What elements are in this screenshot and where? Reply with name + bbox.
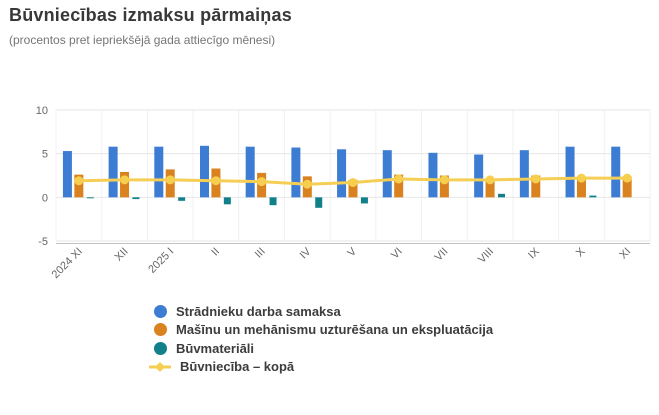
total-line-marker-10[interactable]	[531, 174, 541, 184]
x-axis-label: IV	[298, 245, 314, 261]
legend-label: Mašīnu un mehānismu uzturēšana un eksplu…	[176, 322, 494, 338]
bar-machinery-8[interactable]	[439, 175, 449, 198]
total-line-marker-6[interactable]	[348, 177, 358, 187]
bar-machinery-11[interactable]	[576, 178, 586, 198]
x-axis-label: X	[574, 245, 588, 259]
y-axis-label: -5	[38, 236, 48, 248]
bar-labour-7[interactable]	[382, 150, 392, 198]
bar-materials-1[interactable]	[132, 197, 140, 200]
total-line-marker-5[interactable]	[302, 179, 312, 189]
legend-item-0[interactable]: Strādnieku darba samaksa	[154, 302, 493, 321]
x-axis-label: 2025 I	[146, 246, 176, 276]
bar-labour-2[interactable]	[154, 146, 164, 198]
total-line-marker-8[interactable]	[439, 175, 449, 185]
y-axis-label: 5	[42, 149, 48, 161]
x-axis-label: III	[253, 246, 268, 261]
bar-machinery-6[interactable]	[348, 179, 358, 198]
total-line-marker-12[interactable]	[622, 173, 632, 183]
x-axis-label: 2024 XI	[50, 246, 85, 281]
y-axis-label: 0	[42, 192, 48, 204]
bar-materials-0[interactable]	[86, 197, 94, 199]
y-axis-label: 10	[36, 105, 48, 117]
x-axis-label: V	[345, 245, 359, 259]
bar-materials-9[interactable]	[498, 193, 505, 198]
bar-labour-5[interactable]	[291, 147, 301, 198]
legend-label: Būvmateriāli	[176, 340, 255, 356]
bar-materials-4[interactable]	[269, 197, 277, 206]
legend-line-marker-icon	[149, 361, 171, 373]
bar-machinery-1[interactable]	[120, 172, 130, 198]
total-line-marker-3[interactable]	[211, 176, 221, 186]
legend-dot-icon	[154, 304, 167, 318]
total-line-marker-2[interactable]	[165, 175, 175, 185]
bar-labour-4[interactable]	[245, 146, 255, 198]
chart-legend: Strādnieku darba samaksa Mašīnu un mehāni…	[149, 302, 493, 377]
x-axis-label: XII	[113, 246, 131, 264]
bar-labour-3[interactable]	[200, 145, 209, 198]
bar-labour-11[interactable]	[565, 146, 575, 198]
bar-materials-6[interactable]	[360, 197, 368, 204]
total-line-marker-11[interactable]	[576, 173, 586, 183]
bar-labour-1[interactable]	[108, 146, 118, 198]
bar-labour-9[interactable]	[474, 154, 484, 198]
bar-machinery-7[interactable]	[394, 174, 404, 198]
chart-subtitle: (procentos pret iepriekšējā gada attiecī…	[9, 33, 276, 47]
total-line-marker-9[interactable]	[485, 175, 495, 185]
total-line-marker-7[interactable]	[394, 174, 404, 184]
legend-item-1[interactable]: Mašīnu un mehānismu uzturēšana un eksplu…	[154, 321, 493, 340]
bar-labour-12[interactable]	[611, 146, 621, 198]
bar-labour-8[interactable]	[428, 152, 438, 198]
bar-labour-10[interactable]	[519, 150, 529, 198]
total-line-marker-1[interactable]	[120, 175, 130, 185]
bar-materials-2[interactable]	[178, 197, 186, 201]
bar-machinery-12[interactable]	[622, 176, 632, 198]
x-axis-label: VIII	[476, 246, 496, 266]
x-axis-label: XI	[617, 246, 633, 262]
total-line-marker-4[interactable]	[257, 177, 267, 187]
bar-labour-0[interactable]	[62, 151, 72, 198]
bar-machinery-9[interactable]	[485, 179, 495, 198]
legend-dot-icon	[154, 341, 167, 355]
x-axis-label: VII	[433, 246, 451, 264]
bar-machinery-10[interactable]	[531, 175, 541, 198]
x-axis-label: VI	[389, 246, 405, 262]
legend-item-3[interactable]: Būvniecība – kopā	[149, 358, 493, 377]
x-axis-label: IX	[526, 245, 542, 261]
bar-machinery-0[interactable]	[74, 174, 84, 198]
legend-label: Strādnieku darba samaksa	[176, 303, 341, 319]
bar-materials-5[interactable]	[315, 197, 323, 208]
bar-materials-3[interactable]	[223, 197, 231, 205]
x-axis-label: II	[209, 246, 222, 259]
chart-title: Būvniecības izmaksu pārmaiņas	[9, 5, 292, 25]
total-line-marker-0[interactable]	[74, 176, 84, 186]
legend-label: Būvniecība – kopā	[180, 359, 295, 375]
legend-item-2[interactable]: Būvmateriāli	[154, 339, 493, 358]
legend-dot-icon	[154, 323, 167, 337]
bar-materials-11[interactable]	[589, 195, 597, 198]
bar-labour-6[interactable]	[337, 149, 347, 198]
